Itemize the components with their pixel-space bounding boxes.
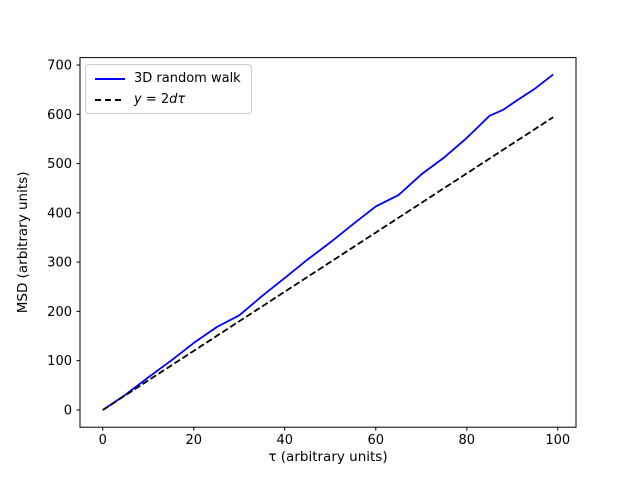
y-tick-label: 0 xyxy=(64,403,72,418)
y-tick-label: 200 xyxy=(47,305,72,320)
x-tick-label: 20 xyxy=(185,433,202,448)
x-tick-label: 100 xyxy=(545,433,570,448)
legend-entry: y = 2dτ xyxy=(95,92,241,107)
x-tick-label: 40 xyxy=(276,433,293,448)
x-tick-label: 0 xyxy=(99,433,107,448)
legend-solid-line-sample xyxy=(95,77,125,80)
y-tick-label: 400 xyxy=(47,206,72,221)
axes-box xyxy=(79,57,577,428)
legend-label: 3D random walk xyxy=(134,71,241,86)
y-axis-label: MSD (arbitrary units) xyxy=(15,172,31,314)
y-tick-label: 500 xyxy=(47,157,72,172)
legend-entry: 3D random walk xyxy=(95,71,241,86)
legend: 3D random walk y = 2dτ xyxy=(85,64,252,114)
y-tick-label: 600 xyxy=(47,108,72,123)
y-tick-label: 700 xyxy=(47,58,72,73)
y-tick-label: 100 xyxy=(47,354,72,369)
legend-label: y = 2dτ xyxy=(134,92,186,107)
series-3d-random-walk xyxy=(102,73,554,411)
series-y-2d xyxy=(102,116,554,411)
x-tick-label: 80 xyxy=(459,433,476,448)
plot-area: 0 20 40 60 80 100 0 100 200 300 400 500 600 700 xyxy=(47,58,570,448)
x-axis-label: τ (arbitrary units) xyxy=(268,449,387,465)
x-tick-label: 60 xyxy=(368,433,385,448)
y-tick-label: 300 xyxy=(47,256,72,271)
legend-dashed-line-sample xyxy=(95,98,125,101)
